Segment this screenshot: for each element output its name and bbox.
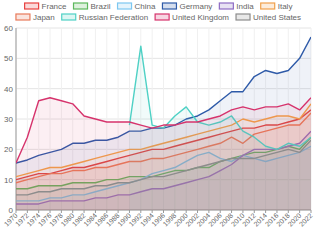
grid bbox=[16, 28, 311, 210]
legend-item[interactable]: United Kingdom bbox=[155, 13, 229, 22]
legend-label: France bbox=[42, 2, 67, 11]
legend-label: United States bbox=[253, 13, 301, 22]
y-tick-label: 60 bbox=[4, 24, 13, 33]
legend-item[interactable]: Germany bbox=[162, 2, 212, 11]
legend-item[interactable]: Brazil bbox=[74, 2, 111, 11]
legend-swatch bbox=[62, 14, 76, 20]
legend: France Brazil China Germany India Italy Japan R… bbox=[16, 2, 301, 22]
legend-swatch bbox=[118, 3, 132, 9]
legend-label: United Kingdom bbox=[172, 13, 229, 22]
legend-item[interactable]: Italy bbox=[261, 2, 293, 11]
legend-label: Russian Federation bbox=[79, 13, 148, 22]
legend-item[interactable]: Russian Federation bbox=[62, 13, 148, 22]
x-tick-label: 2022 bbox=[298, 212, 314, 228]
legend-item[interactable]: China bbox=[118, 2, 156, 11]
legend-label: Japan bbox=[33, 13, 55, 22]
y-tick-label: 50 bbox=[4, 54, 13, 63]
legend-swatch bbox=[25, 3, 39, 9]
legend-swatch bbox=[261, 3, 275, 9]
legend-label: China bbox=[135, 2, 156, 11]
legend-item[interactable]: United States bbox=[236, 13, 301, 22]
y-tick-label: 20 bbox=[4, 145, 13, 154]
legend-swatch bbox=[219, 3, 233, 9]
y-tick-label: 30 bbox=[4, 115, 13, 124]
legend-item[interactable]: India bbox=[219, 2, 254, 11]
legend-label: Brazil bbox=[91, 2, 111, 11]
chart: 0102030405060197019721974197619781980198… bbox=[0, 0, 317, 238]
legend-label: Germany bbox=[179, 2, 212, 11]
y-tick-label: 40 bbox=[4, 85, 13, 94]
series-line bbox=[16, 140, 311, 195]
legend-item[interactable]: Japan bbox=[16, 13, 55, 22]
legend-swatch bbox=[155, 14, 169, 20]
series-area bbox=[16, 37, 311, 210]
legend-item[interactable]: France bbox=[25, 2, 67, 11]
series-area bbox=[16, 98, 311, 210]
series-line bbox=[16, 98, 311, 163]
legend-swatch bbox=[162, 3, 176, 9]
legend-label: Italy bbox=[278, 2, 293, 11]
legend-swatch bbox=[236, 14, 250, 20]
plot-area bbox=[16, 37, 311, 210]
series-area bbox=[16, 140, 311, 210]
legend-swatch bbox=[16, 14, 30, 20]
y-tick-label: 10 bbox=[4, 176, 13, 185]
legend-swatch bbox=[74, 3, 88, 9]
legend-label: India bbox=[236, 2, 254, 11]
